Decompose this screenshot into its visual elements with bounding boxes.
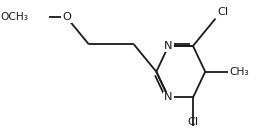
Text: O: O <box>62 12 71 22</box>
Text: N: N <box>164 41 173 51</box>
Text: OCH₃: OCH₃ <box>1 12 29 22</box>
Text: CH₃: CH₃ <box>230 67 249 77</box>
Text: N: N <box>164 92 173 103</box>
Text: Cl: Cl <box>217 7 229 17</box>
Text: Cl: Cl <box>187 117 199 127</box>
